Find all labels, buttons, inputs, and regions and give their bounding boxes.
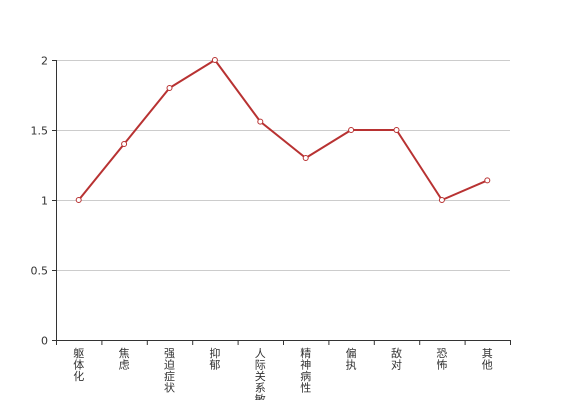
- y-tick-label: 1.5: [31, 125, 49, 138]
- data-point[interactable]: [121, 141, 128, 147]
- data-point[interactable]: [438, 197, 445, 203]
- data-point[interactable]: [393, 127, 400, 133]
- x-tick-label: 人际关系敏感: [255, 347, 266, 400]
- x-tick-label: 强迫症状: [164, 347, 175, 395]
- data-point[interactable]: [484, 177, 491, 184]
- y-tick-label: 0: [41, 335, 48, 348]
- y-tick-layer: 0 0.5 1 1.5 2: [31, 55, 56, 348]
- x-tick-label: 躯体化: [73, 347, 84, 383]
- data-point[interactable]: [166, 85, 173, 91]
- x-tick-label: 抑郁: [209, 346, 220, 372]
- x-tick-label: 焦虑: [119, 347, 130, 372]
- y-tick-label: 1: [41, 195, 48, 208]
- x-tick-label: 恐怖: [436, 347, 447, 372]
- series-layer: [75, 57, 491, 203]
- x-tick-layer: 躯体化 焦虑 强迫症状 抑郁 人际关系敏感 精神病性 偏执 敌对 恐怖 其他: [56, 340, 511, 400]
- x-tick-label: 偏执: [346, 346, 357, 372]
- x-tick-label: 其他: [482, 347, 493, 372]
- data-point[interactable]: [302, 155, 309, 161]
- data-point[interactable]: [348, 127, 355, 133]
- x-tick-label: 敌对: [391, 346, 402, 372]
- x-tick-label: 精神病性: [300, 347, 311, 395]
- grid-layer: [56, 60, 510, 271]
- y-tick-label: 0.5: [31, 265, 49, 278]
- series-line: [77, 59, 488, 201]
- data-point[interactable]: [211, 57, 218, 63]
- data-point[interactable]: [257, 118, 264, 125]
- data-point[interactable]: [75, 197, 82, 203]
- y-tick-label: 2: [41, 55, 48, 68]
